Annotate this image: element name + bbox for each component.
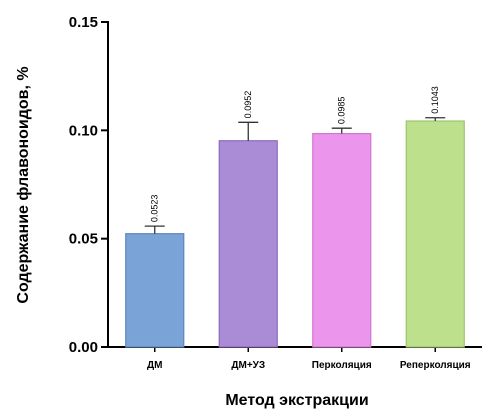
data-label: 0.1043 <box>430 86 440 114</box>
bar <box>405 120 465 348</box>
x-tick-label: ДМ+УЗ <box>231 360 265 371</box>
labels: 0.0523 ДМ 0.0952 ДМ+УЗ 0.0985 Перколяция 0.104… <box>147 86 471 371</box>
bars <box>125 117 465 348</box>
y-tick-label: 0.00 <box>69 339 98 356</box>
data-label: 0.0985 <box>337 97 347 125</box>
bar <box>218 140 278 348</box>
y-tick-label: 0.15 <box>69 14 98 31</box>
x-axis-title: Метод экстракции <box>225 392 368 409</box>
x-tick-label: Реперколяция <box>400 360 471 371</box>
bar <box>125 233 185 348</box>
y-tick-label: 0.05 <box>69 231 98 248</box>
y-tick-label: 0.10 <box>69 122 98 139</box>
x-tick-label: Перколяция <box>312 360 372 371</box>
data-label: 0.0952 <box>243 91 253 119</box>
data-label: 0.0523 <box>150 195 160 223</box>
y-axis-title: Содержание флавоноидов, % <box>15 66 32 303</box>
bar <box>312 132 372 348</box>
x-tick-label: ДМ <box>147 360 162 371</box>
